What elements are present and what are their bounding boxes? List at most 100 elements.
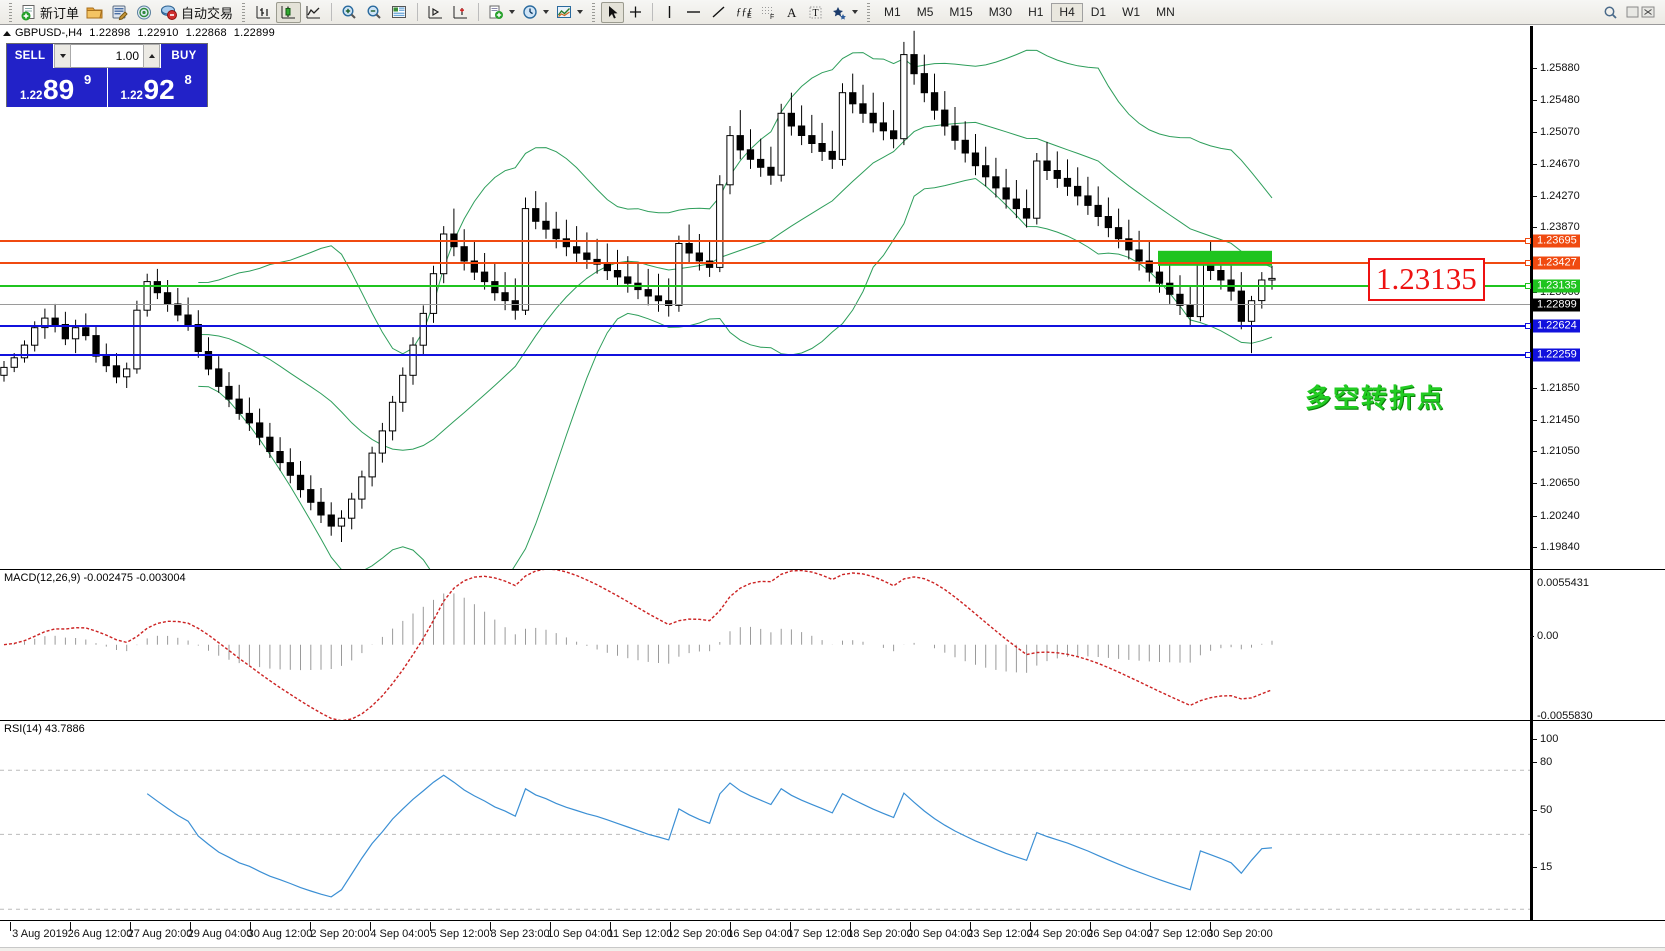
rsi-pane[interactable]: RSI(14) 43.7886 100 80 50 15 xyxy=(0,720,1665,920)
tile-windows-icon[interactable] xyxy=(387,2,412,23)
bar-chart-icon[interactable] xyxy=(251,2,276,23)
toolbar-grip-3[interactable] xyxy=(590,2,598,22)
macd-svg xyxy=(3,570,1273,720)
price-level-line[interactable] xyxy=(0,323,1531,330)
price-level-tag[interactable]: 1.23695 xyxy=(1533,234,1580,248)
price-tick-label: 1.24270 xyxy=(1540,189,1580,202)
time-axis-label: 26 Sep 04:00 xyxy=(1087,928,1153,940)
new-order-button[interactable]: 新订单 xyxy=(18,2,82,23)
metaeditor-icon[interactable] xyxy=(107,2,132,23)
price-level-handle[interactable] xyxy=(1525,282,1531,289)
zoom-out-icon[interactable] xyxy=(362,2,387,23)
main-toolbar: 新订单 自动交易 xyxy=(0,0,1665,25)
rsi-canvas[interactable] xyxy=(0,721,1665,920)
cursor-icon[interactable] xyxy=(601,1,625,23)
timeframe-h4[interactable]: H4 xyxy=(1051,2,1083,22)
price-level-handle[interactable] xyxy=(1525,259,1531,266)
price-level-line[interactable] xyxy=(0,282,1531,289)
text-icon[interactable]: A xyxy=(781,2,804,23)
indicators-icon[interactable] xyxy=(552,2,586,23)
time-axis-label: 20 Sep 04:00 xyxy=(907,928,973,940)
fibo-icon[interactable]: ƒƒƒ E xyxy=(731,2,756,23)
vline-icon[interactable] xyxy=(658,2,681,23)
time-axis-separator xyxy=(850,922,851,931)
price-chart-canvas[interactable] xyxy=(0,26,1665,569)
price-level-tag[interactable]: 1.22624 xyxy=(1533,319,1580,333)
zoom-in-icon[interactable] xyxy=(337,2,362,23)
price-level-tag[interactable]: 1.22259 xyxy=(1533,348,1580,362)
price-level-line[interactable] xyxy=(0,352,1531,359)
period-dropdown-caret[interactable] xyxy=(543,10,550,14)
volume-decrease-button[interactable] xyxy=(54,44,71,68)
shapes-dropdown-caret[interactable] xyxy=(852,10,859,14)
buy-button[interactable]: BUY xyxy=(161,44,207,68)
price-chart-pane[interactable]: 1.25880 1.25480 1.25070 1.24670 1.24270 1.238… xyxy=(0,26,1665,585)
folder-icon[interactable] xyxy=(82,2,107,23)
price-level-handle[interactable] xyxy=(1525,352,1531,359)
buy-price-box[interactable]: 1.22 92 8 xyxy=(106,68,207,107)
auto-scroll-icon[interactable] xyxy=(448,2,473,23)
price-level-handle[interactable] xyxy=(1525,323,1531,330)
status-bar xyxy=(0,947,1665,951)
rsi-svg xyxy=(0,769,1530,910)
templates-icon[interactable] xyxy=(484,2,518,23)
price-callout-label[interactable]: 1.23135 xyxy=(1368,258,1485,301)
ohlc-low: 1.22868 xyxy=(185,27,227,39)
price-level-tag[interactable]: 1.22899 xyxy=(1533,298,1580,312)
time-axis-separator xyxy=(1150,922,1151,931)
price-level-line[interactable] xyxy=(0,238,1531,245)
timeframe-w1[interactable]: W1 xyxy=(1122,5,1141,19)
volume-input[interactable]: 1.00 xyxy=(71,44,143,68)
timeframe-mn[interactable]: MN xyxy=(1156,5,1175,19)
toolbar-grip-4[interactable] xyxy=(865,2,873,22)
trendline-icon[interactable] xyxy=(706,2,731,23)
time-axis-separator xyxy=(250,922,251,931)
toolbar-separator-1 xyxy=(331,3,333,21)
search-icon[interactable] xyxy=(1603,5,1618,20)
macd-pane[interactable]: MACD(12,26,9) -0.002475 -0.003004 0.0055… xyxy=(0,569,1665,722)
price-level-handle[interactable] xyxy=(1525,238,1531,245)
candlestick-chart-icon[interactable] xyxy=(276,1,302,23)
period-icon[interactable] xyxy=(518,2,552,23)
price-level-line[interactable] xyxy=(0,259,1531,266)
price-level-tag[interactable]: 1.23427 xyxy=(1533,256,1580,270)
price-level-tag[interactable]: 1.23135 xyxy=(1533,279,1580,293)
sell-price-box[interactable]: 1.22 89 9 xyxy=(7,68,107,107)
sell-button[interactable]: SELL xyxy=(7,44,53,68)
timeframe-m15[interactable]: M15 xyxy=(949,5,973,19)
timeframe-m30[interactable]: M30 xyxy=(988,5,1013,19)
time-axis-label: 23 Sep 12:00 xyxy=(967,928,1033,940)
timeframe-d1[interactable]: D1 xyxy=(1090,5,1107,19)
label-icon[interactable]: T xyxy=(804,2,827,23)
price-axis-line xyxy=(1530,26,1533,569)
crosshair-icon[interactable] xyxy=(624,2,647,23)
timeframe-m5[interactable]: M5 xyxy=(916,5,934,19)
templates-dropdown-caret[interactable] xyxy=(509,10,516,14)
signals-icon[interactable] xyxy=(132,2,157,23)
macd-tick-mid: 0.00 xyxy=(1537,630,1559,642)
time-axis-label: 17 Sep 12:00 xyxy=(787,928,853,940)
time-axis[interactable]: 3 Aug 2019 26 Aug 12:00 27 Aug 20:00 29 Aug… xyxy=(0,920,1665,946)
toolbar-grip[interactable] xyxy=(7,2,14,22)
volume-increase-button[interactable] xyxy=(143,44,160,68)
time-axis-separator xyxy=(1030,922,1031,931)
price-level-line[interactable] xyxy=(0,303,1530,305)
shapes-icon[interactable] xyxy=(827,2,861,23)
channel-icon[interactable]: F xyxy=(756,2,781,23)
chart-annotation-text[interactable]: 多空转折点 xyxy=(1305,383,1446,413)
buy-price-fraction: 8 xyxy=(184,72,192,87)
timeframe-h1[interactable]: H1 xyxy=(1028,5,1044,19)
collapse-triangle-icon[interactable] xyxy=(3,30,11,36)
macd-canvas[interactable] xyxy=(0,570,1665,720)
window-controls-icon[interactable] xyxy=(1626,6,1656,19)
price-tickmark xyxy=(1533,419,1537,421)
toolbar-grip-2[interactable] xyxy=(240,2,248,22)
indicators-dropdown-caret[interactable] xyxy=(577,10,584,14)
line-chart-icon[interactable] xyxy=(301,2,326,23)
autotrading-button[interactable]: 自动交易 xyxy=(157,2,236,23)
time-axis-label: 27 Sep 12:00 xyxy=(1147,928,1213,940)
hline-icon[interactable] xyxy=(681,2,706,23)
timeframe-m1[interactable]: M1 xyxy=(884,5,901,19)
chart-shift-icon[interactable] xyxy=(423,2,448,23)
arrow-up-icon xyxy=(148,54,155,58)
